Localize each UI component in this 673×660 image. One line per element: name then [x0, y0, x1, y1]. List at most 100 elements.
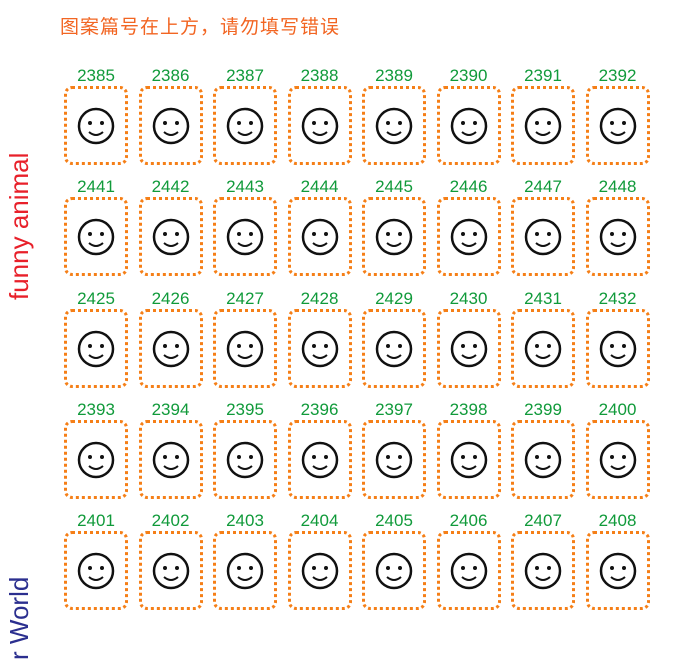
- nautilus-icon: [450, 552, 487, 589]
- bear-face-icon: [375, 441, 413, 478]
- stamp-frame[interactable]: [511, 86, 575, 165]
- stamp-code: 2443: [226, 177, 264, 196]
- stamp-frame[interactable]: [511, 420, 575, 499]
- stamp-frame[interactable]: [287, 197, 352, 276]
- cubist-deer-icon: [226, 330, 264, 367]
- tulip-shell-icon: [301, 552, 338, 589]
- angelfish-icon: [524, 552, 562, 589]
- octopus-icon: [599, 552, 636, 589]
- stamp-frame[interactable]: [64, 531, 128, 610]
- stamp-frame[interactable]: [436, 420, 501, 499]
- stamp-code: 2405: [375, 511, 413, 530]
- stamp-frame[interactable]: [138, 309, 203, 388]
- cave-painting-icon: [226, 218, 264, 255]
- pufferfish-icon: [226, 552, 264, 589]
- frog-face-icon: [450, 441, 487, 478]
- stamp-code: 2403: [226, 511, 264, 530]
- stamp-frame[interactable]: [213, 309, 277, 388]
- stamp-frame[interactable]: [64, 86, 128, 165]
- stamp-code: 2391: [524, 66, 562, 85]
- stamp-code: 2441: [77, 177, 115, 196]
- stamp-code: 2445: [375, 177, 413, 196]
- stamp-row: 2385 2386 2387 2388 2389 2390 2391 2392: [0, 66, 673, 186]
- cubist-figure-icon: [152, 330, 189, 367]
- stamp-frame[interactable]: [138, 531, 203, 610]
- stamp-frame[interactable]: [511, 531, 575, 610]
- stamp-frame[interactable]: [436, 531, 501, 610]
- stamp-row: 2393 2394 2395 2396 2397 2398 2399 2400: [0, 400, 673, 520]
- stamp-code: 2431: [524, 289, 562, 308]
- stamp-frame[interactable]: [64, 309, 128, 388]
- stamp-frame[interactable]: [362, 309, 426, 388]
- stamp-code: 2402: [151, 511, 190, 530]
- stamp-code: 2397: [375, 400, 413, 419]
- stamp-frame[interactable]: [287, 420, 352, 499]
- stamp-code: 2393: [77, 400, 115, 419]
- stamp-frame[interactable]: [362, 420, 426, 499]
- cubist-robot-icon: [301, 330, 338, 367]
- stamp-code: 2387: [226, 66, 264, 85]
- stamp-frame[interactable]: [362, 531, 426, 610]
- stamp-frame[interactable]: [138, 86, 203, 165]
- stamp-code: 2407: [524, 511, 562, 530]
- stamp-frame[interactable]: [64, 420, 128, 499]
- stamp-frame[interactable]: [511, 197, 575, 276]
- stamp-frame[interactable]: [213, 531, 277, 610]
- conch-shell-icon: [152, 552, 189, 589]
- stamp-frame[interactable]: [362, 197, 426, 276]
- stamp-frame[interactable]: [213, 86, 277, 165]
- koala-face-icon: [524, 441, 562, 478]
- stamp-frame[interactable]: [436, 197, 501, 276]
- stamp-code: 2425: [77, 289, 115, 308]
- stamp-code: 2406: [449, 511, 488, 530]
- elephant-face-icon: [301, 441, 338, 478]
- stamp-frame[interactable]: [585, 420, 650, 499]
- dog-face-icon: [226, 441, 264, 478]
- notice-text: 图案篇号在上方，请勿填写错误: [60, 16, 341, 38]
- stamp-code: 2426: [151, 289, 190, 308]
- turtle-icon: [152, 218, 189, 255]
- cubist-spider-icon: [599, 330, 636, 367]
- stamp-frame[interactable]: [585, 531, 650, 610]
- stamp-row: 2425 2426 2427 2428 2429 2430 2431 2432: [0, 289, 673, 409]
- stamp-frame[interactable]: [213, 197, 277, 276]
- stamp-code: 2446: [449, 177, 488, 196]
- stamp-code: 2404: [300, 511, 339, 530]
- lion-face-icon: [599, 107, 636, 144]
- cubist-totem-icon: [450, 330, 487, 367]
- cubist-face-icon: [77, 330, 115, 367]
- stamp-code: 2447: [524, 177, 562, 196]
- patterned-elephant-icon: [450, 218, 487, 255]
- flamingo-icon: [152, 107, 189, 144]
- stamp-frame[interactable]: [64, 197, 128, 276]
- stamp-frame[interactable]: [138, 197, 203, 276]
- stamp-code: 2442: [151, 177, 190, 196]
- pig-face-icon: [152, 441, 189, 478]
- stamp-frame[interactable]: [138, 420, 203, 499]
- stamp-frame[interactable]: [585, 197, 650, 276]
- stamp-code: 2429: [375, 289, 413, 308]
- ladybug-icon: [77, 441, 115, 478]
- monkey-face-icon: [375, 107, 413, 144]
- stamp-frame[interactable]: [436, 309, 501, 388]
- stamp-code: 2401: [77, 511, 115, 530]
- stamp-frame[interactable]: [287, 531, 352, 610]
- stamp-frame[interactable]: [287, 309, 352, 388]
- stamp-frame[interactable]: [362, 86, 426, 165]
- stamp-code: 2390: [449, 66, 488, 85]
- stamp-code: 2389: [375, 66, 413, 85]
- stamp-code: 2395: [226, 400, 264, 419]
- seahorse-icon: [375, 552, 413, 589]
- stamp-frame[interactable]: [585, 309, 650, 388]
- stamp-code: 2432: [598, 289, 637, 308]
- stamp-frame[interactable]: [213, 420, 277, 499]
- stamp-code: 2386: [151, 66, 190, 85]
- fishbowl-icon: [301, 218, 338, 255]
- stamp-frame[interactable]: [436, 86, 501, 165]
- stamp-frame[interactable]: [511, 309, 575, 388]
- leopard-face-icon: [301, 107, 338, 144]
- stamp-code: 2394: [151, 400, 190, 419]
- stamp-code: 2400: [598, 400, 637, 419]
- stamp-frame[interactable]: [585, 86, 650, 165]
- stamp-frame[interactable]: [287, 86, 352, 165]
